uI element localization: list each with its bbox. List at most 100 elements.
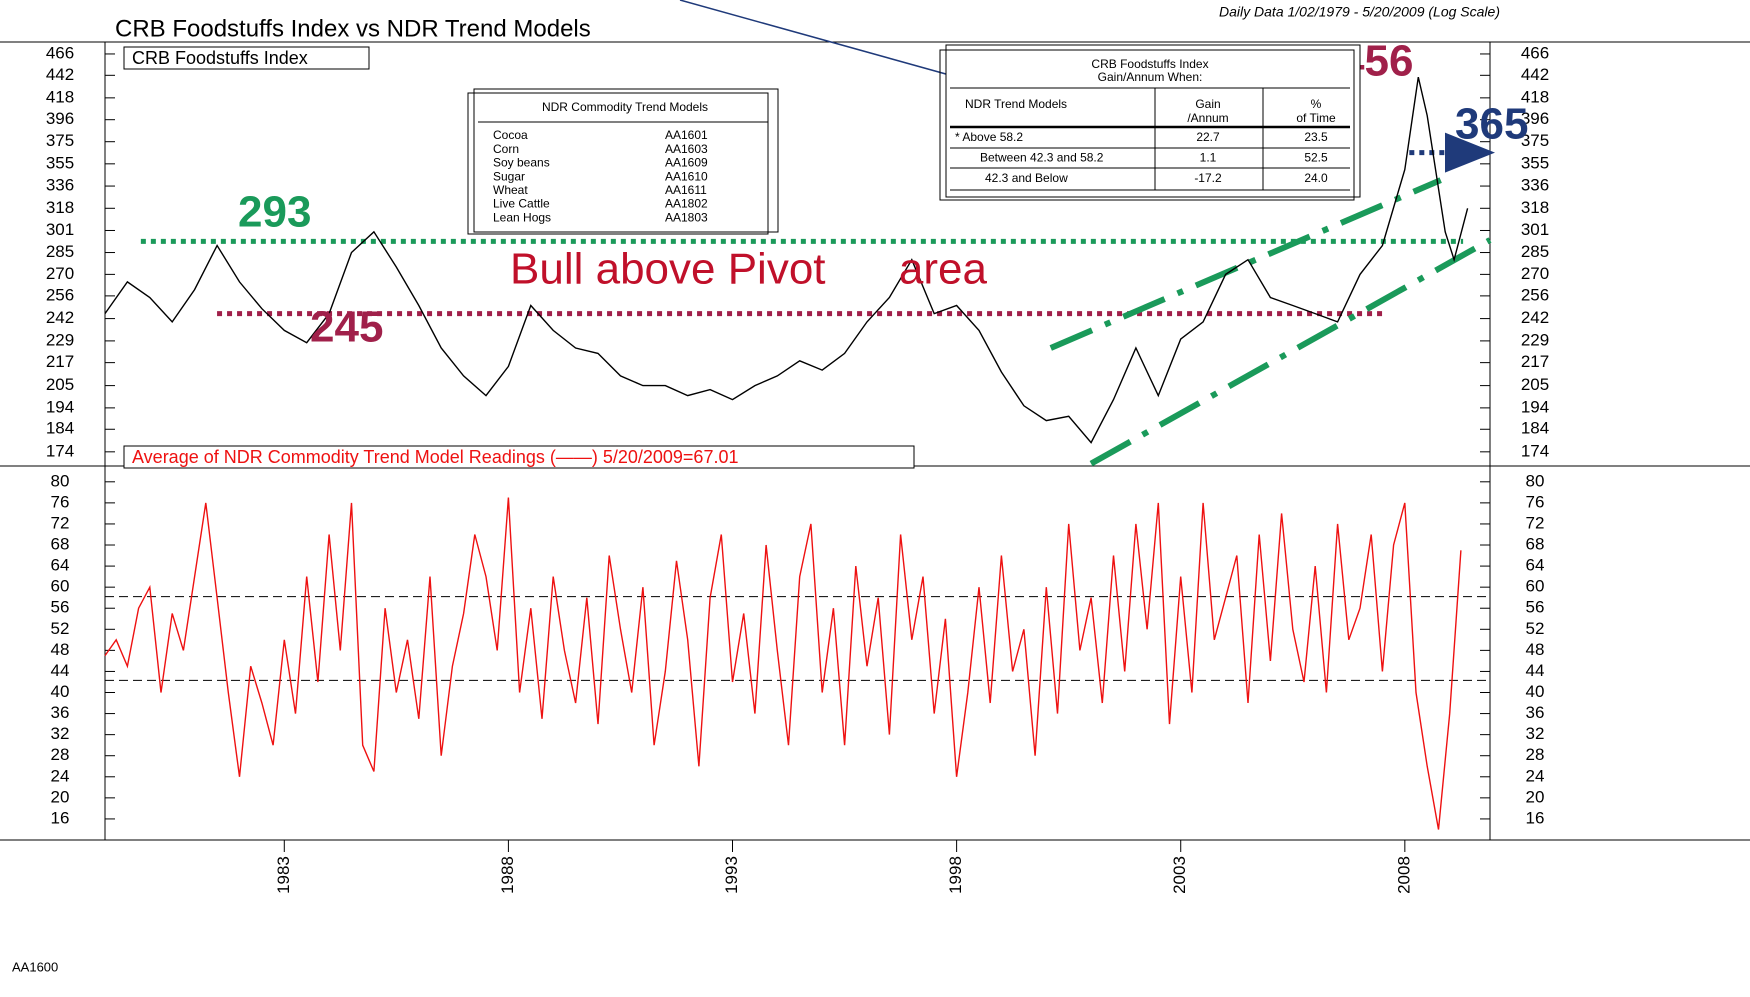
table-box bbox=[467, 92, 769, 235]
y-tick-label: 466 bbox=[1521, 43, 1549, 62]
y-tick-label: 174 bbox=[46, 441, 74, 460]
table-body: Cocoa AA1601 Corn AA1603 Soy beans AA1609 Suga… bbox=[493, 128, 708, 224]
y-tick-label: 336 bbox=[46, 176, 74, 195]
table-cell: 23.5 bbox=[1304, 130, 1328, 144]
table-cell: AA1611 bbox=[665, 183, 707, 197]
y-tick-label: 56 bbox=[51, 598, 70, 617]
y-tick-label: 242 bbox=[46, 308, 74, 327]
table-cell: Corn bbox=[493, 142, 519, 156]
y-tick-label: 205 bbox=[1521, 375, 1549, 394]
table-cell: Live Cattle bbox=[493, 197, 550, 211]
table-cell: AA1603 bbox=[665, 142, 708, 156]
models-table: NDR Commodity Trend Models Cocoa AA1601Co… bbox=[467, 88, 779, 235]
table-body: * Above 58.2 22.7 23.5 Between 42.3 and 58.… bbox=[955, 130, 1328, 185]
y-tick-label: 318 bbox=[46, 198, 74, 217]
y-tick-label: 194 bbox=[1521, 397, 1549, 416]
y-tick-label: 52 bbox=[51, 619, 70, 638]
table-header: Gain bbox=[1195, 97, 1220, 111]
x-tick-label: 2003 bbox=[1170, 856, 1189, 894]
table-header: % bbox=[1311, 97, 1322, 111]
trend-line bbox=[1089, 237, 1492, 467]
y-tick-label: 217 bbox=[46, 352, 74, 371]
y-tick-label: 48 bbox=[1526, 640, 1545, 659]
y-tick-label: 270 bbox=[46, 264, 74, 283]
legend-box bbox=[123, 445, 915, 469]
y-tick-label: 28 bbox=[51, 745, 70, 764]
y-tick-label: 48 bbox=[51, 640, 70, 659]
y-tick-label: 52 bbox=[1526, 619, 1545, 638]
y-tick-label: 442 bbox=[1521, 65, 1549, 84]
table-cell: Lean Hogs bbox=[493, 210, 551, 224]
table-cell: 1.1 bbox=[1200, 151, 1217, 165]
x-tick-label: 2008 bbox=[1394, 856, 1413, 894]
y-tick-label: 217 bbox=[1521, 352, 1549, 371]
trend-line bbox=[1049, 177, 1442, 351]
table-box bbox=[939, 49, 1355, 201]
y-tick-label: 72 bbox=[51, 513, 70, 532]
table-header: NDR Trend Models bbox=[965, 97, 1067, 111]
y-tick-label: 28 bbox=[1526, 745, 1545, 764]
y-tick-label: 318 bbox=[1521, 198, 1549, 217]
legend-box bbox=[123, 46, 370, 70]
table-subtitle: Gain/Annum When: bbox=[1098, 70, 1203, 84]
table-cell: -17.2 bbox=[1194, 171, 1222, 185]
y-tick-label: 256 bbox=[1521, 285, 1549, 304]
y-tick-label: 301 bbox=[46, 220, 74, 239]
y-tick-label: 418 bbox=[1521, 87, 1549, 106]
x-tick-label: 1993 bbox=[722, 856, 741, 894]
y-tick-label: 184 bbox=[1521, 419, 1549, 438]
legend-label: Average of NDR Commodity Trend Model Rea… bbox=[132, 447, 738, 467]
data-line bbox=[104, 497, 1462, 830]
y-tick-label: 68 bbox=[1526, 534, 1545, 553]
y-tick-label: 64 bbox=[51, 556, 70, 575]
y-tick-label: 270 bbox=[1521, 264, 1549, 283]
y-tick-label: 301 bbox=[1521, 220, 1549, 239]
table-cell: AA1802 bbox=[665, 197, 708, 211]
y-tick-label: 32 bbox=[51, 724, 70, 743]
y-tick-label: 229 bbox=[46, 330, 74, 349]
table-header: of Time bbox=[1296, 111, 1336, 125]
y-tick-label: 396 bbox=[1521, 109, 1549, 128]
x-tick-label: 1983 bbox=[274, 856, 293, 894]
y-tick-label: 76 bbox=[51, 492, 70, 511]
table-cell: AA1803 bbox=[665, 210, 708, 224]
data-line bbox=[104, 76, 1469, 444]
y-tick-label: 32 bbox=[1526, 724, 1545, 743]
table-cell: AA1610 bbox=[665, 169, 708, 183]
y-tick-label: 24 bbox=[1526, 766, 1545, 785]
y-tick-label: 20 bbox=[51, 787, 70, 806]
table-title: NDR Commodity Trend Models bbox=[542, 100, 708, 114]
y-tick-label: 20 bbox=[1526, 787, 1545, 806]
table-cell: 24.0 bbox=[1304, 171, 1328, 185]
table-cell: AA1609 bbox=[665, 156, 708, 170]
y-tick-label: 418 bbox=[46, 87, 74, 106]
y-tick-label: 375 bbox=[1521, 131, 1549, 150]
y-tick-label: 194 bbox=[46, 397, 74, 416]
y-tick-label: 16 bbox=[51, 808, 70, 827]
table-cell: Soy beans bbox=[493, 156, 550, 170]
y-tick-label: 80 bbox=[51, 471, 70, 490]
y-tick-label: 56 bbox=[1526, 598, 1545, 617]
table-box bbox=[945, 44, 1361, 198]
y-tick-label: 36 bbox=[1526, 703, 1545, 722]
chart-title: CRB Foodstuffs Index vs NDR Trend Models bbox=[115, 15, 591, 42]
y-tick-label: 68 bbox=[51, 534, 70, 553]
y-tick-label: 375 bbox=[46, 131, 74, 150]
table-title: CRB Foodstuffs Index bbox=[1091, 57, 1208, 71]
y-tick-label: 76 bbox=[1526, 492, 1545, 511]
table-cell: Between 42.3 and 58.2 bbox=[980, 151, 1104, 165]
y-tick-label: 80 bbox=[1526, 471, 1545, 490]
y-tick-label: 174 bbox=[1521, 441, 1549, 460]
x-tick-label: 1998 bbox=[946, 856, 965, 894]
y-tick-label: 285 bbox=[46, 242, 74, 261]
y-tick-label: 466 bbox=[46, 43, 74, 62]
y-tick-label: 24 bbox=[51, 766, 70, 785]
y-tick-label: 16 bbox=[1526, 808, 1545, 827]
y-tick-label: 229 bbox=[1521, 330, 1549, 349]
table-cell: 22.7 bbox=[1196, 130, 1220, 144]
y-tick-label: 40 bbox=[51, 682, 70, 701]
y-tick-label: 205 bbox=[46, 375, 74, 394]
legend-label: CRB Foodstuffs Index bbox=[132, 48, 308, 68]
